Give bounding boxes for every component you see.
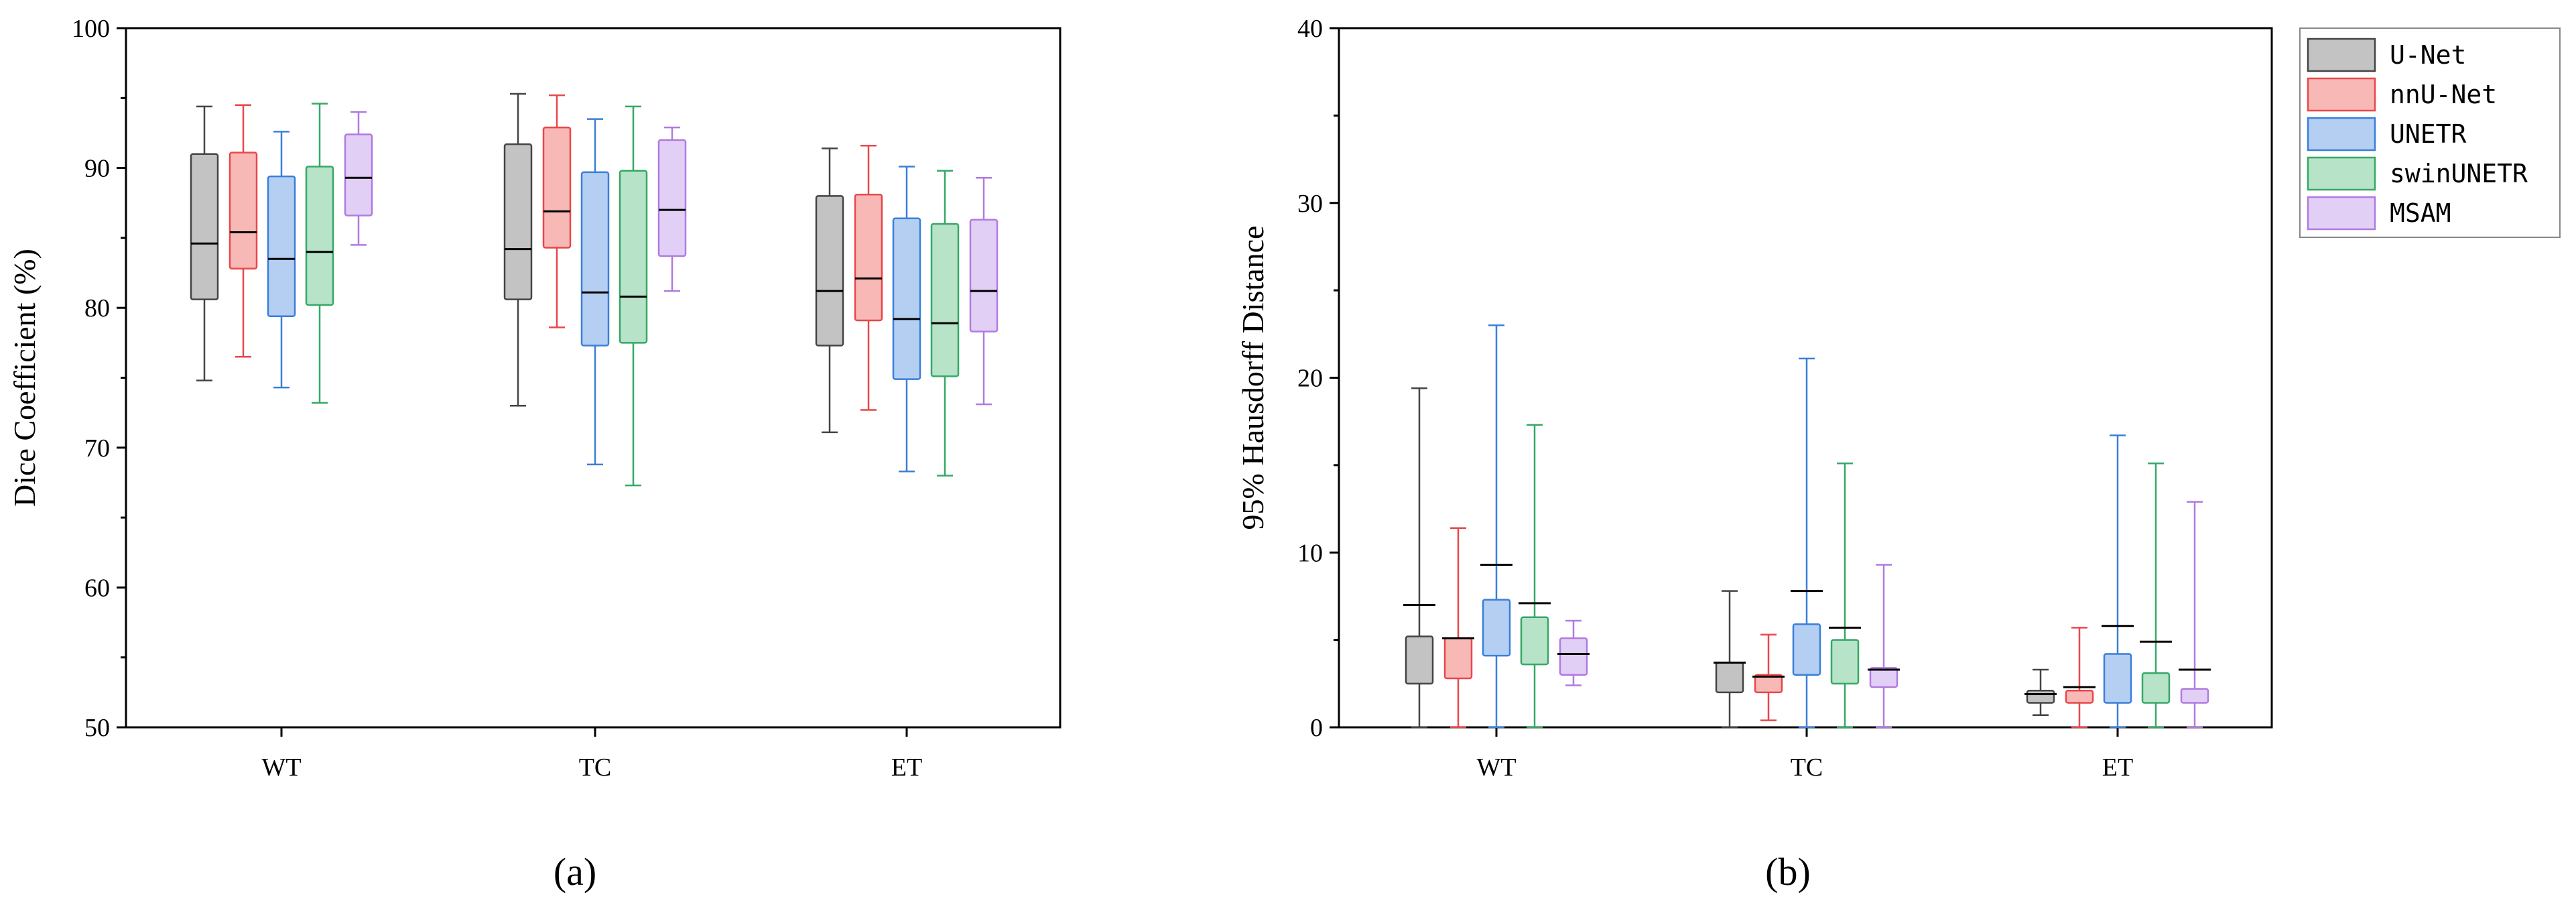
- y-tick-label: 70: [84, 434, 110, 463]
- y-tick-label: 60: [84, 574, 110, 602]
- plot-frame: [1338, 27, 2273, 729]
- box-iqr: [503, 143, 533, 300]
- box-unetr-et: [2102, 434, 2134, 729]
- box-iqr: [930, 223, 960, 377]
- legend-swatch-swinunetr: [2307, 156, 2376, 191]
- box-u-net-tc: [1714, 590, 1746, 729]
- panel-label: (b): [1765, 850, 1811, 894]
- box-u-net-wt: [190, 105, 219, 381]
- box-nnu-net-tc: [542, 94, 572, 328]
- box-swinunetr-tc: [1829, 463, 1861, 729]
- box-unetr-wt: [267, 131, 296, 389]
- legend: U-Net nnU-Net UNETR swinUNETR MSAM: [2299, 27, 2561, 238]
- box-nnu-net-tc: [1752, 633, 1785, 721]
- box-swinunetr-wt: [1519, 424, 1551, 729]
- box-nnu-net-wt: [1442, 527, 1474, 729]
- y-tick-label: 100: [72, 15, 110, 43]
- legend-label-msam: MSAM: [2390, 198, 2451, 228]
- legend-label-unetr: UNETR: [2390, 119, 2467, 149]
- x-tick-label-wt: WT: [1476, 753, 1516, 782]
- box-msam-et: [2179, 501, 2211, 729]
- panel-label: (a): [554, 850, 596, 894]
- box-unetr-wt: [1480, 324, 1512, 729]
- box-iqr: [1520, 616, 1549, 666]
- box-nnu-net-et: [2063, 627, 2096, 729]
- box-iqr: [657, 139, 687, 257]
- box-u-net-wt: [1403, 387, 1435, 729]
- box-msam-et: [969, 176, 999, 406]
- box-iqr: [619, 170, 648, 344]
- box-iqr: [1869, 667, 1898, 688]
- box-iqr: [2103, 653, 2132, 704]
- x-tick-label-wt: WT: [261, 753, 301, 782]
- box-nnu-net-et: [854, 144, 883, 411]
- box-msam-tc: [1868, 564, 1900, 729]
- y-tick-label: 10: [1297, 539, 1323, 567]
- legend-label-u-net: U-Net: [2390, 40, 2466, 70]
- box-u-net-et: [815, 147, 844, 434]
- box-iqr: [305, 166, 334, 306]
- y-tick-label: 50: [84, 714, 110, 742]
- box-swinunetr-wt: [305, 103, 334, 404]
- box-iqr: [815, 195, 844, 347]
- box-iqr: [2180, 688, 2209, 704]
- box-iqr: [2141, 672, 2171, 704]
- box-iqr: [229, 151, 258, 270]
- y-tick-label: 90: [84, 155, 110, 183]
- box-unetr-et: [892, 166, 921, 473]
- box-iqr: [580, 171, 610, 347]
- x-tick-label-et: ET: [2102, 753, 2133, 782]
- box-iqr: [267, 175, 296, 317]
- box-iqr: [2065, 689, 2094, 704]
- y-tick-label: 30: [1297, 190, 1323, 218]
- box-msam-wt: [1557, 619, 1590, 686]
- legend-label-nnu-net: nnU-Net: [2390, 80, 2497, 109]
- legend-swatch-msam: [2307, 196, 2376, 231]
- legend-swatch-nnu-net: [2307, 77, 2376, 112]
- box-iqr: [1443, 637, 1473, 680]
- box-nnu-net-wt: [229, 104, 258, 358]
- box-iqr: [1482, 599, 1511, 657]
- box-unetr-tc: [1791, 357, 1823, 729]
- box-msam-wt: [344, 111, 373, 246]
- x-tick-label-tc: TC: [579, 753, 612, 782]
- box-swinunetr-tc: [619, 105, 648, 487]
- panel-a-dice-chart: 50 60 70 80 90 100 WT TC ET Dice Coefficient (%) (…: [7, 15, 1061, 894]
- box-u-net-et: [2024, 668, 2057, 716]
- box-iqr: [2026, 689, 2055, 704]
- legend-swatch-u-net: [2307, 38, 2376, 72]
- box-iqr: [1754, 674, 1783, 694]
- box-iqr: [344, 133, 373, 217]
- legend-label-swinunetr: swinUNETR: [2390, 159, 2528, 188]
- box-iqr: [542, 126, 572, 249]
- x-tick-label-et: ET: [891, 753, 922, 782]
- y-tick-label: 80: [84, 294, 110, 322]
- box-swinunetr-et: [930, 170, 960, 477]
- panel-b-hausdorff-chart: 0 10 20 30 40 WT TC ET 95% Hausdorff Distance (b): [1236, 15, 2273, 894]
- box-swinunetr-et: [2140, 463, 2172, 729]
- y-tick-label: 0: [1310, 714, 1323, 742]
- box-iqr: [1792, 623, 1821, 676]
- box-iqr: [1715, 662, 1744, 694]
- legend-swatch-unetr: [2307, 117, 2376, 151]
- box-iqr: [1559, 637, 1588, 676]
- box-msam-tc: [657, 126, 687, 292]
- box-iqr: [892, 217, 921, 380]
- x-tick-label-tc: TC: [1791, 753, 1823, 782]
- y-tick-label: 20: [1297, 365, 1323, 393]
- box-iqr: [854, 193, 883, 322]
- box-iqr: [1830, 639, 1860, 685]
- box-iqr: [969, 219, 999, 332]
- box-iqr: [190, 153, 219, 300]
- y-axis-title: Dice Coefficient (%): [7, 249, 42, 507]
- box-unetr-tc: [580, 118, 610, 466]
- y-axis-title: 95% Hausdorff Distance: [1236, 226, 1270, 530]
- y-tick-label: 40: [1297, 15, 1323, 43]
- box-iqr: [1405, 635, 1434, 685]
- box-u-net-tc: [503, 93, 533, 407]
